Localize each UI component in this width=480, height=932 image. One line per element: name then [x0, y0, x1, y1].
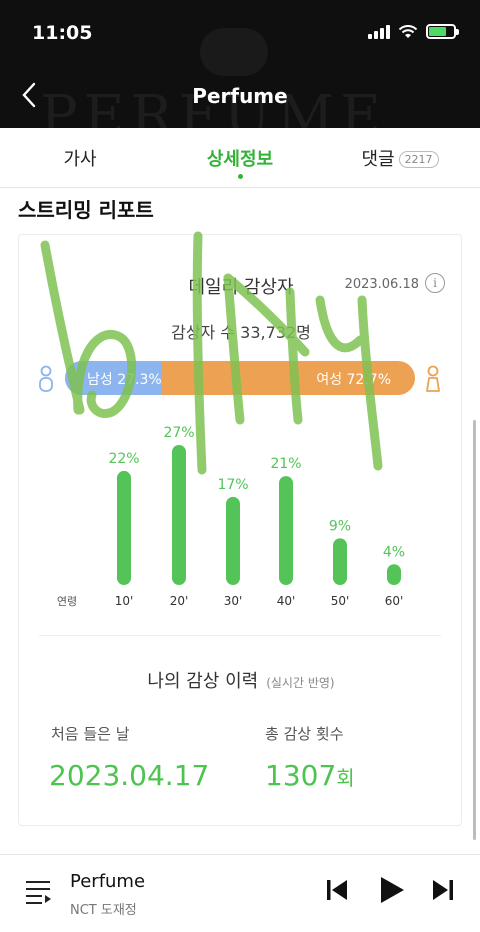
age-bar [172, 445, 186, 585]
age-bar [333, 538, 347, 585]
age-category-label: 50' [331, 594, 350, 608]
tab-lyrics[interactable]: 가사 [0, 128, 160, 187]
age-bar-value-label: 22% [108, 451, 139, 467]
previous-track-button[interactable] [326, 877, 348, 903]
age-bar-value-label: 17% [217, 477, 248, 493]
age-bar [117, 470, 131, 585]
wifi-icon [398, 24, 418, 38]
tab-lyrics-label: 가사 [63, 148, 97, 170]
battery-icon [426, 24, 459, 39]
tab-comments-label: 댓글 [361, 148, 395, 170]
listener-count: 감상자 수 33,732명 [171, 323, 311, 342]
age-bar-value-label: 21% [270, 456, 301, 472]
gender-ratio-bar: 남성 27.3% 여성 72.7% [65, 361, 415, 395]
age-category-label: 20' [170, 594, 189, 608]
age-bar [387, 564, 401, 585]
male-share-label: 남성 27.3% [87, 372, 162, 388]
total-plays-label: 총 감상 횟수 [265, 725, 344, 743]
divider [39, 635, 441, 636]
age-category-label: 30' [224, 594, 243, 608]
tab-bar: 가사 상세정보 댓글 2217 [0, 128, 480, 188]
status-time: 11:05 [32, 22, 93, 44]
next-track-button[interactable] [432, 877, 454, 903]
total-plays-value: 1307회 [265, 759, 355, 792]
streaming-report-card: 데일리 감상자 2023.06.18 i 감상자 수 33,732명 남성 27… [18, 234, 462, 826]
active-tab-indicator [237, 174, 243, 179]
tab-details[interactable]: 상세정보 [160, 128, 320, 187]
player-artist: NCT 도재정 [70, 903, 137, 918]
section-title: 스트리밍 리포트 [18, 198, 154, 222]
info-icon[interactable]: i [425, 273, 445, 293]
female-icon [426, 365, 440, 392]
player-song-title: Perfume [70, 871, 146, 892]
age-distribution-chart: 연령 22% 10' 27% 20' 17% 30' 21% 40' 9% 50' 4% 60' [19, 415, 463, 615]
first-listen-date: 2023.04.17 [49, 759, 210, 792]
play-button[interactable] [378, 875, 406, 905]
age-bar-value-label: 9% [329, 518, 351, 534]
age-bar [226, 496, 240, 585]
history-subtitle: (실시간 반영) [266, 676, 335, 690]
page-title: Perfume [192, 84, 288, 108]
age-category-label: 10' [115, 594, 134, 608]
back-button[interactable] [14, 80, 44, 110]
album-art-emblem [200, 28, 268, 76]
age-bar-value-label: 27% [163, 425, 194, 441]
first-listen-label: 처음 들은 날 [51, 725, 130, 743]
age-bar-value-label: 4% [383, 544, 405, 560]
male-icon [39, 365, 53, 392]
age-category-label: 60' [385, 594, 404, 608]
status-icons [368, 24, 459, 39]
total-plays-count: 1307 [265, 759, 337, 792]
female-share-label: 여성 72.7% [316, 372, 391, 388]
history-title-text: 나의 감상 이력 [147, 671, 259, 692]
header: PERFUME 11:05 Perfume [0, 0, 480, 128]
playlist-icon[interactable] [24, 879, 52, 905]
age-category-label: 40' [277, 594, 296, 608]
comment-count-badge: 2217 [398, 151, 439, 168]
tab-details-label: 상세정보 [206, 148, 274, 170]
header-background-text: PERFUME [40, 84, 387, 128]
scrollbar[interactable] [473, 420, 476, 840]
report-date: 2023.06.18 [344, 277, 419, 292]
signal-icon [368, 24, 390, 39]
history-title: 나의 감상 이력 (실시간 반영) [19, 667, 463, 693]
age-bar [279, 476, 293, 585]
mini-player[interactable]: Perfume NCT 도재정 [0, 854, 480, 932]
age-chart-svg: 연령 22% 10' 27% 20' 17% 30' 21% 40' 9% 50' 4% 60' [57, 425, 405, 608]
age-axis-label: 연령 [57, 595, 77, 608]
tab-comments[interactable]: 댓글 2217 [320, 128, 480, 187]
chevron-left-icon [22, 82, 36, 108]
total-plays-unit: 회 [336, 766, 355, 790]
